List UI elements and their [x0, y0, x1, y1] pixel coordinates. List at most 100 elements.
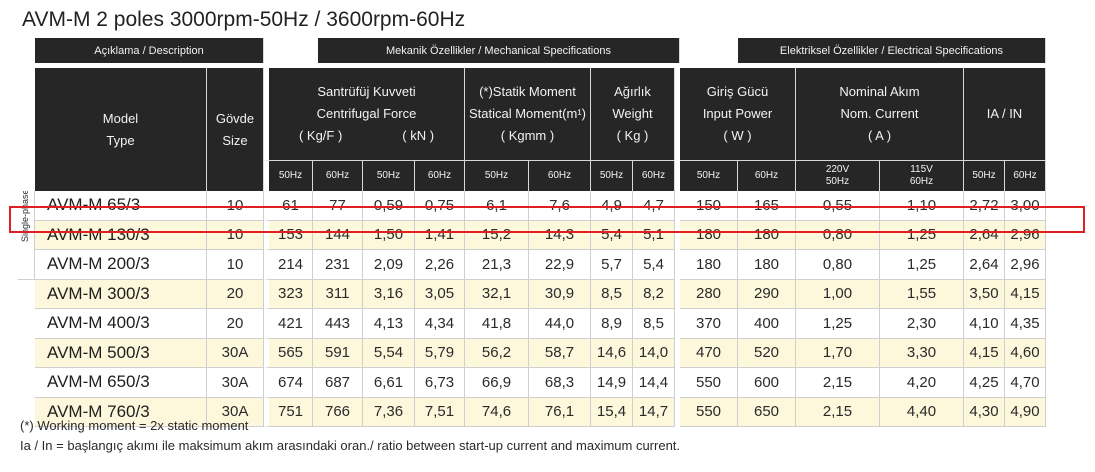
table-row: AVM-M 650/3 30A 674 687 6,61 6,73 66,9 68,3 14,9… — [18, 368, 1046, 398]
table-row: Single-phase AVM-M 65/3 10 61 77 0,59 0,75 6,1 7… — [18, 191, 1046, 280]
cell-wt50: 5,4 — [591, 220, 633, 250]
cell-wt50: 4,9 — [591, 191, 633, 221]
header-ia-in: IA / IN — [964, 68, 1046, 160]
header-weight-tr: Ağırlık — [614, 84, 651, 99]
header-static-moment-tr: (*)Statik Moment — [479, 84, 576, 99]
freq-sm-60: 60Hz — [529, 160, 591, 191]
cell-wt50: 5,7 — [591, 250, 633, 280]
unit-kg: ( Kg ) — [616, 128, 649, 143]
header-size-tr: Gövde — [215, 110, 255, 126]
cell-model: AVM-M 650/3 — [35, 368, 207, 398]
cell-wt60: 5,4 — [633, 250, 675, 280]
cell-wt60: 14,0 — [633, 338, 675, 368]
freq-ia-60: 60Hz — [1005, 160, 1046, 191]
cell-a115: 1,25 — [880, 220, 964, 250]
note-ia-in: Ia / In = başlangıç akımı ile maksimum a… — [20, 438, 681, 453]
cell-a115: 2,30 — [880, 309, 964, 339]
table-row: AVM-M 200/3 10 214 231 2,09 2,26 21,3 22,9 5,7 5,… — [18, 250, 1046, 280]
freq-a-115-hz: 60Hz — [909, 176, 934, 187]
page-title: AVM-M 2 poles 3000rpm-50Hz / 3600rpm-60H… — [22, 8, 466, 31]
unit-kgf: ( Kg/F ) — [298, 128, 343, 143]
freq-a-115: 115V 60Hz — [880, 160, 964, 191]
cell-p60: 180 — [738, 220, 796, 250]
freq-kn-50: 50Hz — [363, 160, 415, 191]
header-model-tr: Model — [102, 110, 139, 126]
cell-model: AVM-M 760/3 — [35, 397, 207, 427]
unit-kgmm: ( Kgmm ) — [500, 128, 555, 143]
freq-kgf-50: 50Hz — [264, 160, 313, 191]
spec-table: Açıklama / Description Mekanik Özellikle… — [18, 38, 1046, 427]
header-centrifugal-en: Centrifugal Force — [316, 106, 417, 121]
cell-wt50: 14,9 — [591, 368, 633, 398]
header-input-power: Giriş Gücü Input Power ( W ) — [680, 68, 796, 160]
cell-ia60: 4,35 — [1005, 309, 1046, 339]
cell-size: 10 — [207, 250, 264, 280]
cell-sm60: 76,1 — [529, 397, 591, 427]
cell-kgf50: 674 — [264, 368, 313, 398]
cell-ia50: 4,30 — [964, 397, 1005, 427]
freq-p-60: 60Hz — [738, 160, 796, 191]
cell-kn60: 5,79 — [415, 338, 465, 368]
cell-size: 10 — [207, 220, 264, 250]
freq-sm-50: 50Hz — [465, 160, 529, 191]
cell-kgf50: 153 — [264, 220, 313, 250]
cell-p60: 165 — [738, 191, 796, 221]
cell-sm50: 15,2 — [465, 220, 529, 250]
cell-kn60: 7,51 — [415, 397, 465, 427]
cell-a220: 2,15 — [796, 397, 880, 427]
header-model-en: Type — [106, 132, 135, 148]
cell-size: 30A — [207, 368, 264, 398]
cell-sm50: 21,3 — [465, 250, 529, 280]
cell-kgf50: 751 — [264, 397, 313, 427]
header-input-power-en: Input Power — [702, 106, 773, 121]
table-row: AVM-M 130/3 10 153 144 1,50 1,41 15,2 14,3 5,4 5,… — [18, 220, 1046, 250]
cell-kgf60: 311 — [313, 279, 363, 309]
group-electrical: Elektriksel Özellikler / Electrical Spec… — [738, 38, 1046, 63]
cell-a220: 1,00 — [796, 279, 880, 309]
cell-kgf50: 214 — [264, 250, 313, 280]
cell-wt60: 5,1 — [633, 220, 675, 250]
cell-sm60: 7,6 — [529, 191, 591, 221]
cell-a220: 0,80 — [796, 220, 880, 250]
cell-model: AVM-M 500/3 — [35, 338, 207, 368]
table-row: AVM-M 500/3 30A 565 591 5,54 5,79 56,2 58,7 14,6… — [18, 338, 1046, 368]
header-static-moment: (*)Statik Moment Statical Moment(m¹) ( K… — [465, 68, 591, 160]
cell-kgf60: 443 — [313, 309, 363, 339]
freq-a-220-volt: 220V — [825, 164, 850, 175]
cell-p50: 550 — [680, 397, 738, 427]
cell-kgf50: 323 — [264, 279, 313, 309]
cell-a115: 1,10 — [880, 191, 964, 221]
cell-model: AVM-M 400/3 — [35, 309, 207, 339]
note-working-moment: (*) Working moment = 2x static moment — [20, 418, 249, 433]
cell-kn60: 0,75 — [415, 191, 465, 221]
cell-a115: 1,25 — [880, 250, 964, 280]
cell-kn60: 2,26 — [415, 250, 465, 280]
cell-kgf50: 61 — [264, 191, 313, 221]
cell-a115: 4,20 — [880, 368, 964, 398]
cell-sm60: 58,7 — [529, 338, 591, 368]
freq-ia-50: 50Hz — [964, 160, 1005, 191]
cell-sm50: 66,9 — [465, 368, 529, 398]
cell-wt50: 8,9 — [591, 309, 633, 339]
cell-kn50: 5,54 — [363, 338, 415, 368]
cell-size: 30A — [207, 338, 264, 368]
cell-ia50: 4,15 — [964, 338, 1005, 368]
cell-wt60: 8,5 — [633, 309, 675, 339]
cell-kn50: 0,59 — [363, 191, 415, 221]
cell-sm60: 14,3 — [529, 220, 591, 250]
header-size-en: Size — [222, 132, 248, 148]
side-label-text: Single-phase — [20, 191, 30, 242]
cell-ia50: 4,25 — [964, 368, 1005, 398]
header-weight-en: Weight — [612, 106, 653, 121]
cell-kgf60: 77 — [313, 191, 363, 221]
freq-wt-60: 60Hz — [633, 160, 675, 191]
cell-model: AVM-M 130/3 — [35, 220, 207, 250]
cell-wt60: 8,2 — [633, 279, 675, 309]
cell-a115: 3,30 — [880, 338, 964, 368]
cell-ia50: 3,50 — [964, 279, 1005, 309]
cell-ia50: 2,64 — [964, 220, 1005, 250]
table-row: AVM-M 760/3 30A 751 766 7,36 7,51 74,6 76,1 15,4… — [18, 397, 1046, 427]
cell-p50: 180 — [680, 220, 738, 250]
cell-kgf60: 231 — [313, 250, 363, 280]
cell-p60: 520 — [738, 338, 796, 368]
